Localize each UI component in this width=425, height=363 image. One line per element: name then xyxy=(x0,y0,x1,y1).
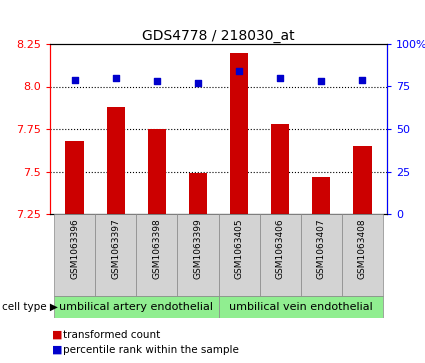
Text: umbilical artery endothelial: umbilical artery endothelial xyxy=(60,302,213,312)
Text: GSM1063407: GSM1063407 xyxy=(317,218,326,279)
Bar xyxy=(312,177,331,214)
Bar xyxy=(107,107,125,214)
Text: ■: ■ xyxy=(52,345,62,355)
Text: GSM1063399: GSM1063399 xyxy=(193,218,202,279)
Bar xyxy=(65,141,84,214)
Bar xyxy=(218,214,260,296)
Point xyxy=(112,75,119,81)
Text: GSM1063406: GSM1063406 xyxy=(276,218,285,279)
Point xyxy=(195,80,201,86)
Text: cell type ▶: cell type ▶ xyxy=(2,302,58,312)
Text: GSM1063397: GSM1063397 xyxy=(111,218,120,279)
Text: GSM1063396: GSM1063396 xyxy=(70,218,79,279)
Bar xyxy=(353,146,371,214)
Point xyxy=(71,77,78,83)
Text: GSM1063398: GSM1063398 xyxy=(152,218,162,279)
Bar xyxy=(147,129,166,214)
Bar xyxy=(342,214,383,296)
Point xyxy=(235,68,242,74)
Text: percentile rank within the sample: percentile rank within the sample xyxy=(63,345,239,355)
Point xyxy=(359,77,366,83)
Text: GSM1063405: GSM1063405 xyxy=(235,218,244,279)
Bar xyxy=(260,214,301,296)
Bar xyxy=(136,214,177,296)
Point xyxy=(318,78,325,84)
Point xyxy=(277,75,283,81)
Text: umbilical vein endothelial: umbilical vein endothelial xyxy=(229,302,373,312)
Text: ■: ■ xyxy=(52,330,62,340)
Bar xyxy=(218,296,383,318)
Bar xyxy=(271,124,289,214)
Text: GSM1063408: GSM1063408 xyxy=(358,218,367,279)
Bar xyxy=(54,214,95,296)
Bar xyxy=(189,173,207,214)
Bar xyxy=(177,214,218,296)
Title: GDS4778 / 218030_at: GDS4778 / 218030_at xyxy=(142,29,295,43)
Bar xyxy=(54,296,218,318)
Text: transformed count: transformed count xyxy=(63,330,160,340)
Bar xyxy=(230,53,248,214)
Bar xyxy=(301,214,342,296)
Bar xyxy=(95,214,136,296)
Point xyxy=(153,78,160,84)
